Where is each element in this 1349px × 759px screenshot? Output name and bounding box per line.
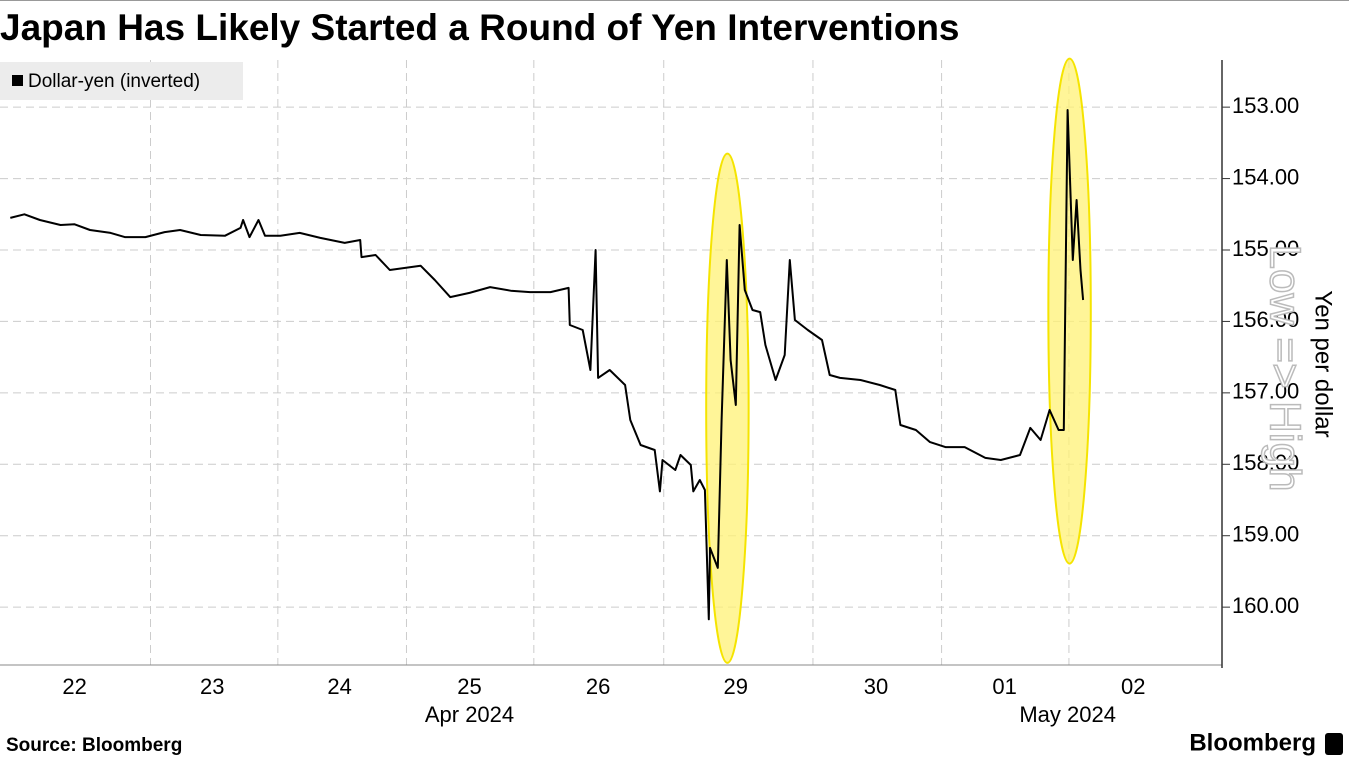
y-tick-label: 158.00 — [1232, 450, 1299, 475]
source: Source: Bloomberg — [6, 735, 182, 756]
y-tick-label: 153.00 — [1232, 93, 1299, 118]
x-tick-label: 24 — [327, 674, 351, 699]
legend-label: Dollar-yen (inverted) — [28, 71, 200, 92]
x-tick-label: 29 — [724, 674, 748, 699]
line-series — [10, 109, 1085, 621]
y-tick-label: 159.00 — [1232, 522, 1299, 547]
x-group-label: Apr 2024 — [425, 702, 514, 727]
highlight — [1047, 57, 1092, 565]
y-tick-label: 155.00 — [1232, 236, 1299, 261]
legend-swatch — [12, 75, 23, 86]
logo: Bloomberg — [1189, 729, 1316, 756]
logo-icon — [1325, 733, 1343, 755]
highlight — [705, 152, 750, 664]
y-tick-label: 156.00 — [1232, 307, 1299, 332]
y-tick-label: 160.00 — [1232, 593, 1299, 618]
x-tick-label: 01 — [992, 674, 1016, 699]
x-tick-label: 23 — [200, 674, 224, 699]
x-tick-label: 25 — [457, 674, 481, 699]
y-tick-label: 154.00 — [1232, 164, 1299, 189]
y-tick-label: 157.00 — [1232, 379, 1299, 404]
x-tick-label: 02 — [1121, 674, 1145, 699]
chart-title: Japan Has Likely Started a Round of Yen … — [0, 7, 960, 48]
plot-area: 153.00 154.00 155.00 156.00 157.00 158.00 159.… — [0, 57, 1299, 727]
legend-box — [0, 62, 243, 100]
x-tick-label: 22 — [62, 674, 86, 699]
x-group-label: May 2024 — [1019, 702, 1116, 727]
x-tick-label: 30 — [864, 674, 888, 699]
x-tick-label: 26 — [586, 674, 610, 699]
annotation: Low => High — [1260, 244, 1309, 491]
y-axis-label: Yen per dollar — [1310, 290, 1337, 437]
